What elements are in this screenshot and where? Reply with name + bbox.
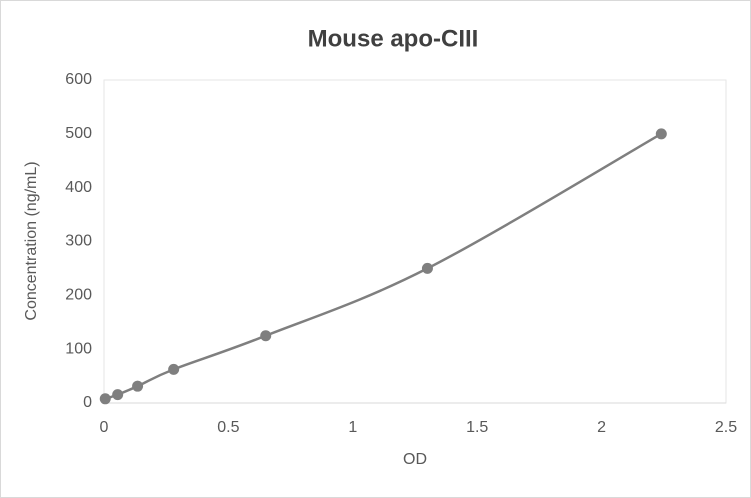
chart-title: Mouse apo-CIII xyxy=(308,25,479,52)
x-tick-label: 2.5 xyxy=(715,419,737,436)
data-point xyxy=(421,262,433,274)
data-point xyxy=(99,393,111,405)
data-point xyxy=(260,330,272,342)
data-point xyxy=(132,380,144,392)
x-axis-label: OD xyxy=(403,451,427,468)
y-tick-label: 500 xyxy=(65,125,92,142)
x-tick-label: 1.5 xyxy=(466,419,488,436)
data-point xyxy=(655,128,667,140)
x-tick-label: 0.5 xyxy=(217,419,239,436)
y-tick-label: 0 xyxy=(83,394,92,411)
y-tick-label: 200 xyxy=(65,287,92,304)
x-tick-label: 0 xyxy=(100,419,109,436)
y-axis-label: Concentration (ng/mL) xyxy=(23,161,40,320)
y-tick-label: 600 xyxy=(65,71,92,88)
y-tick-label: 300 xyxy=(65,233,92,250)
x-tick-label: 2 xyxy=(597,419,606,436)
y-tick-label: 100 xyxy=(65,340,92,357)
x-tick-label: 1 xyxy=(348,419,357,436)
y-tick-label: 400 xyxy=(65,179,92,196)
data-point xyxy=(112,389,124,401)
data-point xyxy=(168,363,180,375)
